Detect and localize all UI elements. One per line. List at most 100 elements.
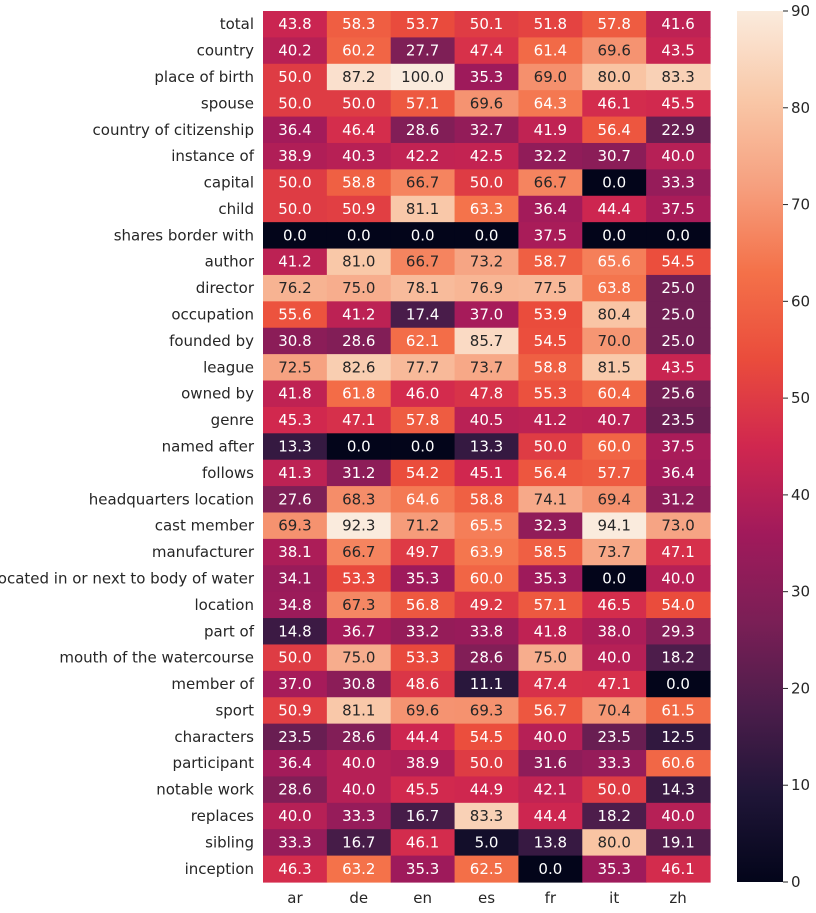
cell-value-label: 45.5 — [661, 94, 694, 112]
cell-value-label: 80.0 — [598, 833, 631, 851]
row-label: cast member — [155, 517, 255, 535]
cell-value-label: 37.5 — [661, 438, 694, 456]
heatmap-cell — [646, 723, 711, 751]
heatmap-cell — [518, 538, 583, 566]
cell-value-label: 34.8 — [278, 596, 311, 614]
cell-value-label: 0.0 — [538, 860, 562, 878]
heatmap-cell — [518, 37, 583, 65]
heatmap-cell — [263, 90, 328, 118]
heatmap-cell — [263, 776, 328, 804]
cell-value-label: 73.7 — [598, 543, 631, 561]
heatmap-cell — [518, 274, 583, 302]
heatmap-cell — [646, 37, 711, 65]
cell-value-label: 36.4 — [278, 754, 311, 772]
cell-value-label: 32.7 — [470, 121, 503, 139]
cell-value-label: 57.7 — [598, 464, 631, 482]
row-label: country of citizenship — [93, 121, 254, 139]
cell-value-label: 47.1 — [342, 411, 375, 429]
cell-value-label: 36.4 — [278, 121, 311, 139]
heatmap-cell — [646, 565, 711, 593]
heatmap-cell — [582, 670, 647, 698]
cell-value-label: 28.6 — [406, 121, 439, 139]
heatmap-cell — [518, 169, 583, 197]
cell-value-label: 53.7 — [406, 15, 439, 33]
heatmap-cell — [646, 591, 711, 619]
cell-value-label: 41.8 — [534, 622, 567, 640]
cell-value-label: 18.2 — [598, 807, 631, 825]
cell-value-label: 0.0 — [666, 675, 690, 693]
cell-value-label: 0.0 — [411, 438, 435, 456]
heatmap-cell — [582, 169, 647, 197]
heatmap-cell — [263, 37, 328, 65]
heatmap-cell — [454, 301, 520, 329]
heatmap-cell — [582, 222, 647, 250]
heatmap-cell — [263, 486, 328, 514]
cell-value-label: 0.0 — [666, 226, 690, 244]
heatmap-cell — [326, 11, 392, 38]
column-label: es — [478, 889, 495, 907]
cell-value-label: 66.7 — [406, 174, 439, 192]
heatmap-cell — [518, 63, 583, 91]
heatmap-cell — [582, 274, 647, 302]
cell-value-label: 63.9 — [470, 543, 503, 561]
cell-value-label: 40.2 — [278, 42, 311, 60]
cell-value-label: 74.1 — [534, 490, 567, 508]
cell-value-label: 76.2 — [278, 279, 311, 297]
heatmap-cell — [390, 855, 456, 883]
heatmap-cell — [390, 802, 456, 830]
heatmap-cell — [326, 37, 392, 65]
heatmap-cell — [326, 855, 392, 883]
heatmap-cell — [263, 116, 328, 144]
heatmap-cell — [646, 512, 711, 540]
cell-value-label: 58.8 — [534, 358, 567, 376]
heatmap-cell — [646, 11, 711, 38]
heatmap-cell — [263, 63, 328, 91]
heatmap-cell — [646, 486, 711, 514]
heatmap-cell — [646, 142, 711, 170]
column-label: ar — [287, 889, 303, 907]
heatmap-cell — [518, 855, 583, 883]
heatmap-cell — [263, 644, 328, 672]
cell-value-label: 48.6 — [406, 675, 439, 693]
heatmap-cell — [582, 565, 647, 593]
column-label: zh — [669, 889, 686, 907]
heatmap-cell — [454, 37, 520, 65]
cell-value-label: 37.0 — [278, 675, 311, 693]
cell-value-label: 42.2 — [406, 147, 439, 165]
cell-value-label: 41.8 — [278, 385, 311, 403]
cell-value-label: 51.8 — [534, 15, 567, 33]
heatmap-cell — [390, 380, 456, 408]
row-label: sport — [215, 701, 254, 719]
heatmap-cell — [518, 670, 583, 698]
heatmap-cell — [582, 855, 647, 883]
cell-value-label: 38.9 — [278, 147, 311, 165]
cell-value-label: 60.6 — [661, 754, 694, 772]
heatmap-cell — [582, 195, 647, 223]
cell-value-label: 75.0 — [534, 649, 567, 667]
cell-value-label: 56.7 — [534, 701, 567, 719]
cell-value-label: 64.3 — [534, 94, 567, 112]
cell-value-label: 50.9 — [278, 701, 311, 719]
heatmap-cell — [454, 829, 520, 857]
cell-value-label: 70.4 — [598, 701, 631, 719]
colorbar-tick-label: 70 — [791, 196, 810, 214]
cell-value-label: 40.0 — [342, 781, 375, 799]
heatmap-cell — [646, 829, 711, 857]
cell-value-label: 37.0 — [470, 306, 503, 324]
heatmap-cell — [646, 63, 711, 91]
heatmap-cell — [582, 327, 647, 355]
cell-value-label: 50.0 — [470, 174, 503, 192]
heatmap-cell — [646, 670, 711, 698]
row-label: notable work — [156, 781, 254, 799]
heatmap-cell — [518, 697, 583, 725]
cell-value-label: 13.3 — [470, 438, 503, 456]
cell-value-label: 55.6 — [278, 306, 311, 324]
heatmap-cell — [518, 750, 583, 778]
heatmap-cell — [454, 195, 520, 223]
cell-value-label: 50.0 — [278, 94, 311, 112]
cell-value-label: 32.3 — [534, 517, 567, 535]
cell-value-label: 81.1 — [406, 200, 439, 218]
heatmap-cell — [263, 380, 328, 408]
heatmap-cell — [582, 591, 647, 619]
heatmap-cell — [454, 723, 520, 751]
